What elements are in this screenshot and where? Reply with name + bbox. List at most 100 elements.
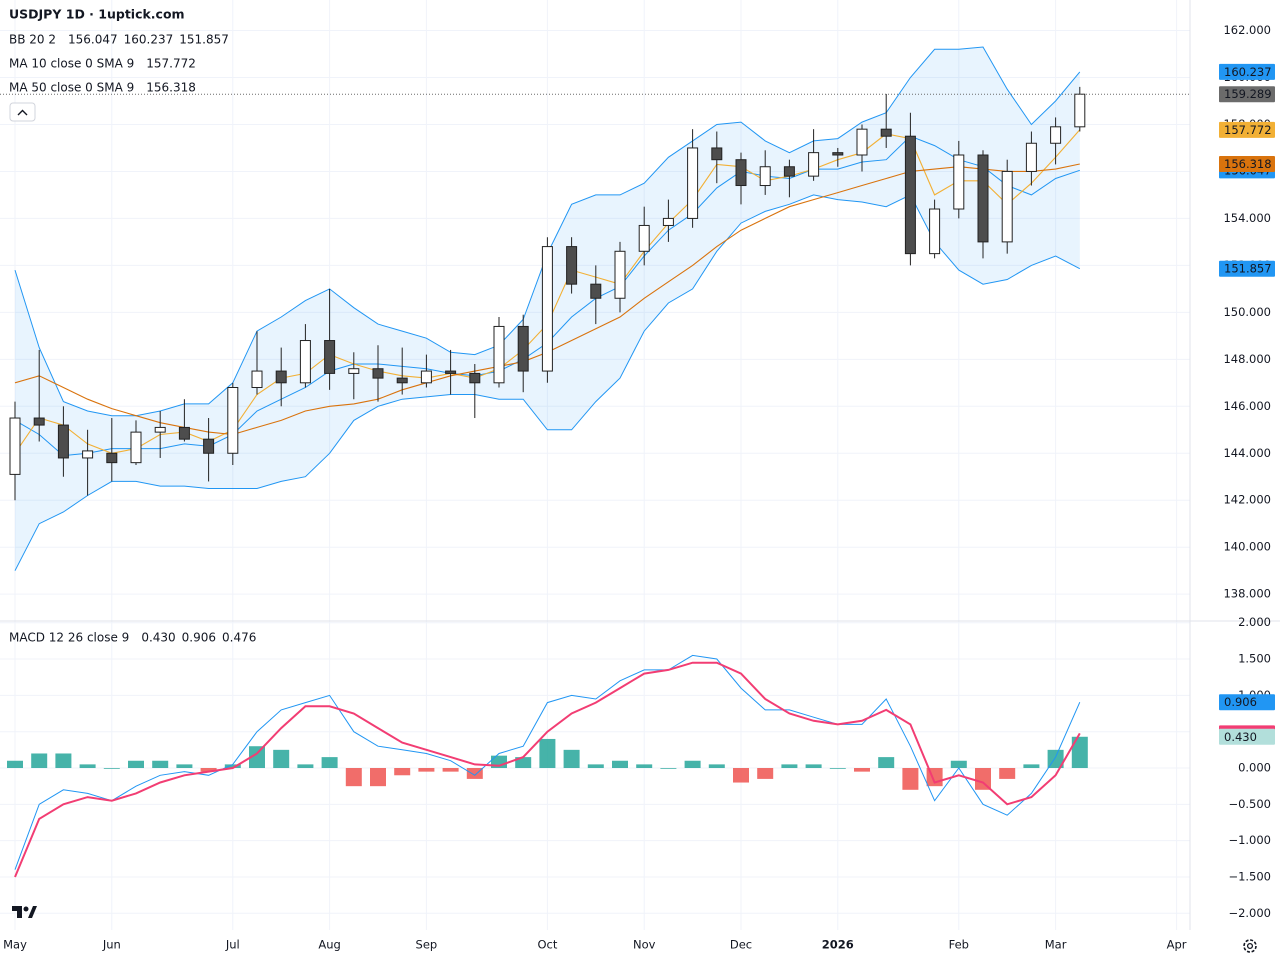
histogram-bar: [781, 764, 798, 769]
candle-body: [566, 246, 578, 285]
histogram-bar: [515, 757, 532, 769]
histogram-bar: [79, 764, 96, 769]
histogram-bar: [128, 760, 144, 769]
legend-value: 0.430: [141, 631, 175, 645]
candle-body: [929, 208, 941, 255]
histogram-bar: [394, 768, 411, 776]
price-tag: [1219, 260, 1275, 277]
candle-body: [372, 368, 384, 379]
histogram-bar: [999, 768, 1016, 779]
histogram-bar: [708, 764, 725, 769]
legend-value: 0.906: [182, 631, 216, 645]
price-tag-label: 151.857: [1224, 262, 1272, 276]
settings-icon[interactable]: [1243, 939, 1257, 953]
y-tick-label: 148.000: [1223, 352, 1271, 366]
histogram-bar: [757, 768, 774, 779]
candle-body: [517, 325, 529, 372]
price-tag-label: 156.318: [1224, 157, 1272, 171]
candle-body: [324, 340, 336, 374]
candle-body: [638, 224, 650, 252]
x-tick-label: 2026: [822, 938, 854, 952]
macd-line: [14, 654, 1081, 870]
candle-body: [541, 246, 553, 372]
histogram-bar: [442, 768, 459, 772]
candle-body: [299, 340, 311, 384]
price-tag: [1219, 694, 1275, 711]
legend-label: MACD 12 26 close 9: [9, 631, 129, 645]
collapse-button[interactable]: [9, 102, 36, 122]
candle-body: [420, 370, 432, 384]
x-tick-label: Apr: [1167, 938, 1187, 952]
price-tag-label: 160.237: [1224, 65, 1272, 79]
histogram-bar: [370, 768, 386, 787]
candle-body: [251, 370, 263, 389]
histogram-bar: [612, 760, 628, 769]
candle-body: [759, 166, 771, 187]
y-tick-label: 162.000: [1223, 23, 1271, 37]
y-tick-label: −0.500: [1228, 797, 1271, 811]
histogram-bar: [950, 760, 967, 769]
histogram-bar: [224, 764, 241, 769]
logo-part: [12, 906, 22, 918]
candle-body: [711, 147, 723, 161]
y-tick-label: 138.000: [1223, 587, 1271, 601]
histogram-bar: [636, 764, 653, 769]
signal-line: [14, 661, 1081, 878]
y-tick-label: 1.500: [1238, 652, 1271, 666]
histogram-bar: [1071, 736, 1088, 769]
candle-body: [977, 154, 989, 243]
histogram-bar: [152, 760, 169, 769]
legend-value: 151.857: [179, 33, 229, 47]
x-tick-label: Jun: [102, 938, 121, 952]
candle-body: [1074, 93, 1086, 128]
histogram-bar: [660, 768, 677, 769]
candle-body: [9, 417, 21, 475]
histogram-bar: [176, 764, 193, 769]
x-tick-label: Sep: [416, 938, 438, 952]
collapse-icon: [17, 109, 28, 116]
histogram-bar: [345, 768, 362, 787]
histogram-bar: [466, 768, 483, 779]
price-tag-label: 159.289: [1224, 87, 1272, 101]
plot: [0, 46, 1190, 878]
y-tick-label: 150.000: [1223, 305, 1271, 319]
price-tag-label: 0.430: [1224, 730, 1257, 744]
candle-body: [227, 387, 239, 454]
candle-body: [783, 166, 795, 177]
histogram-bar: [733, 768, 749, 783]
legend-label: BB 20 2: [9, 33, 56, 47]
price-tag: [1219, 86, 1275, 103]
logo-part: [28, 906, 37, 918]
axes: May Jun Jul Aug Sep Oct Nov Dec 2026 Feb Mar Apr 138…: [3, 23, 1275, 952]
x-tick-label: Feb: [949, 938, 969, 952]
x-tick-label: May: [3, 938, 27, 952]
y-tick-label: −2.000: [1228, 906, 1271, 920]
logo-part: [23, 906, 29, 912]
y-tick-label: 2.000: [1238, 615, 1271, 629]
legend-value: 160.237: [124, 33, 174, 47]
candle-body: [106, 452, 118, 464]
histogram-bar: [975, 768, 991, 790]
tv-logo: [12, 906, 37, 918]
price-tag: [1219, 728, 1275, 745]
candle-body: [130, 431, 142, 464]
candle-body: [348, 368, 360, 374]
candle-body: [493, 325, 505, 384]
candle-body: [57, 424, 69, 459]
x-tick-label: Nov: [633, 938, 656, 952]
candle-body: [275, 370, 287, 384]
legend-value: 156.047: [68, 33, 118, 47]
price-tag: [1219, 155, 1275, 172]
candle-body: [203, 438, 215, 454]
legend-value: 0.476: [222, 631, 256, 645]
candle-body: [469, 372, 481, 384]
candle-body: [33, 417, 45, 426]
histogram-bar: [273, 749, 290, 769]
histogram-bar: [1023, 764, 1040, 769]
price-tag: [1219, 121, 1275, 138]
y-tick-label: 140.000: [1223, 540, 1271, 554]
candle-body: [856, 128, 868, 156]
y-tick-label: 144.000: [1223, 446, 1271, 460]
x-tick-label: Mar: [1045, 938, 1067, 952]
